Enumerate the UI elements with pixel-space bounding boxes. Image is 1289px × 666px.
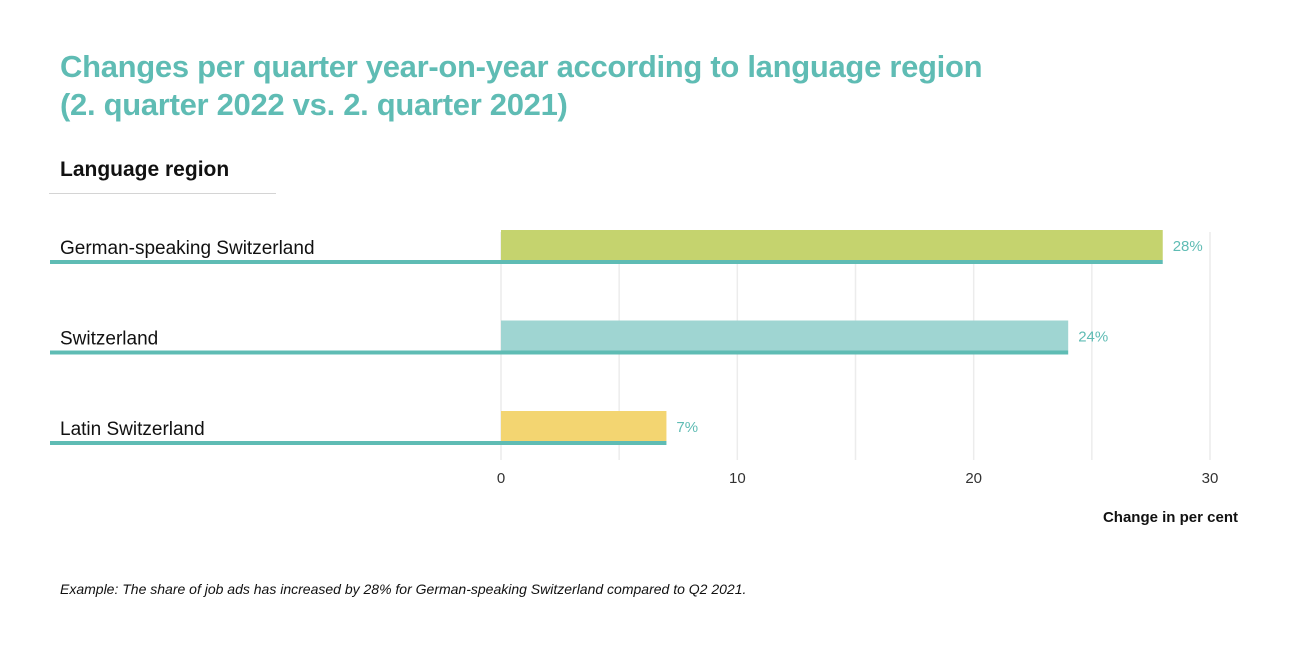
x-axis-ticks: 0 10 20 30 xyxy=(497,470,1219,487)
bar-underline xyxy=(50,350,1069,355)
category-header-rule xyxy=(49,193,276,194)
bar xyxy=(501,411,667,441)
bar-row: Latin Switzerland 7% xyxy=(50,411,698,445)
bar xyxy=(501,320,1069,351)
value-label: 28% xyxy=(1173,238,1203,255)
category-label: German-speaking Switzerland xyxy=(60,238,315,259)
x-tick-label: 10 xyxy=(729,470,746,487)
chart-title-main: Changes per quarter year-on-year accordi… xyxy=(60,49,983,84)
value-label: 24% xyxy=(1078,329,1108,346)
bar-underline xyxy=(50,260,1163,264)
value-label: 7% xyxy=(676,419,698,436)
chart-title: Changes per quarter year-on-year accordi… xyxy=(60,48,983,124)
chart-subtitle: (2. quarter 2022 vs. 2. quarter 2021) xyxy=(60,87,568,122)
bar-row: German-speaking Switzerland 28% xyxy=(50,230,1203,264)
bar xyxy=(501,230,1163,260)
category-header: Language region xyxy=(60,158,230,181)
category-label: Switzerland xyxy=(60,329,158,350)
x-tick-label: 0 xyxy=(497,470,505,487)
bar-row: Switzerland 24% xyxy=(50,320,1108,355)
x-tick-label: 30 xyxy=(1202,470,1219,487)
footnote: Example: The share of job ads has increa… xyxy=(60,581,747,597)
x-tick-label: 20 xyxy=(965,470,982,487)
bar-underline xyxy=(50,441,667,445)
category-label: Latin Switzerland xyxy=(60,419,205,440)
bars: German-speaking Switzerland 28% Switzerlan… xyxy=(50,230,1203,445)
x-axis-label: Change in per cent xyxy=(1102,509,1238,526)
